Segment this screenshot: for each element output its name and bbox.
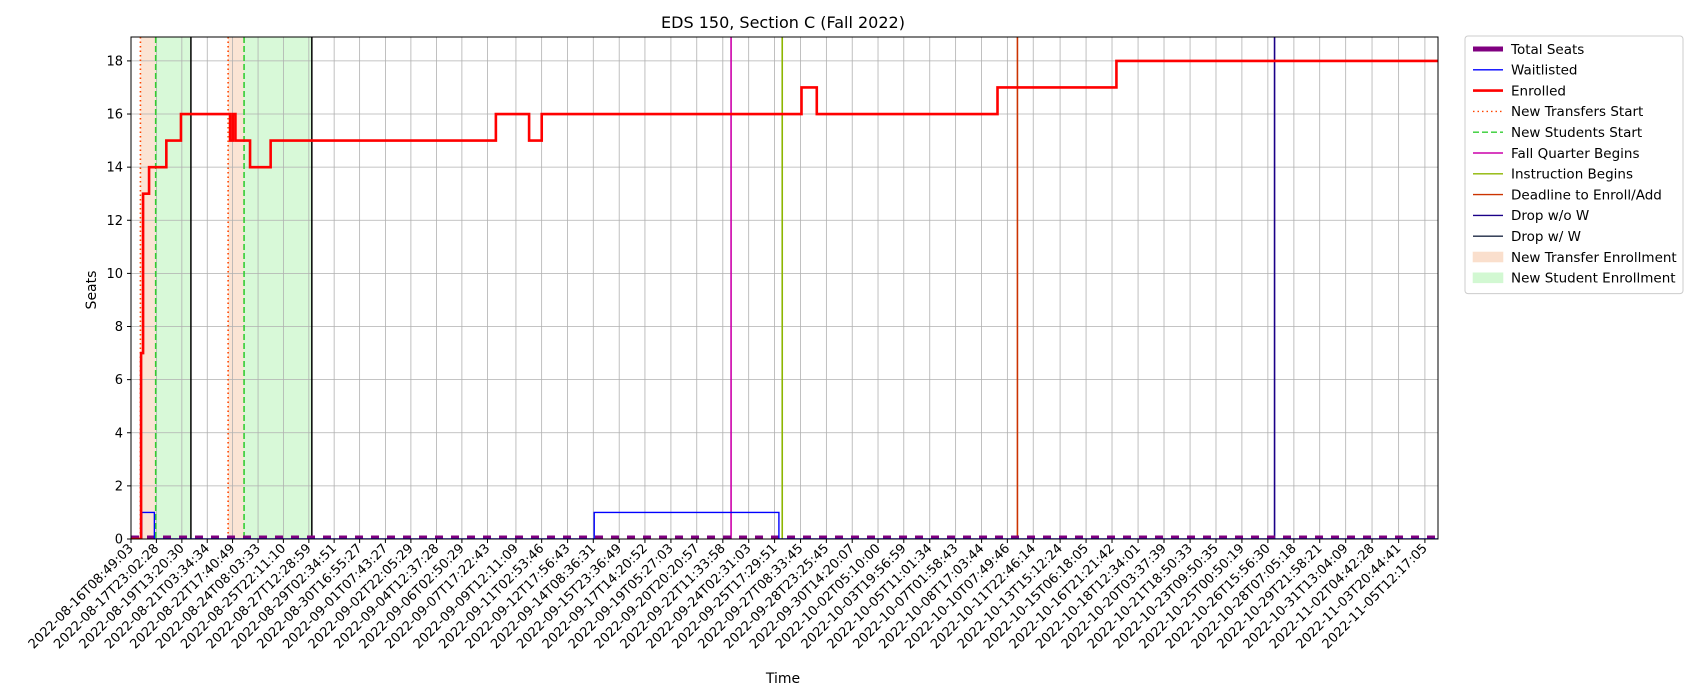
grid-lines bbox=[130, 37, 1438, 540]
y-tick-label: 16 bbox=[106, 108, 123, 123]
legend-entry-fall-quarter-begins: Fall Quarter Begins bbox=[1473, 146, 1640, 162]
shade-new-transfer-enrollment-0 bbox=[140, 37, 156, 539]
legend-label: Enrolled bbox=[1511, 83, 1566, 99]
legend-entry-new-transfer-enrollment: New Transfer Enrollment bbox=[1472, 250, 1677, 266]
legend-label: New Student Enrollment bbox=[1511, 271, 1676, 287]
shade-new-student-enrollment-1 bbox=[244, 37, 312, 539]
y-axis-label: Seats bbox=[84, 271, 100, 310]
legend-entry-instruction-begins: Instruction Begins bbox=[1473, 167, 1633, 183]
legend-entry-new-students-start: New Students Start bbox=[1473, 125, 1642, 141]
y-tick-label: 8 bbox=[115, 320, 123, 335]
legend-entry-new-transfers-start: New Transfers Start bbox=[1473, 104, 1643, 120]
series-enrolled bbox=[131, 59, 1438, 539]
y-tick-label: 10 bbox=[106, 267, 123, 282]
legend-label: New Students Start bbox=[1511, 125, 1642, 141]
y-tick-label: 0 bbox=[115, 533, 123, 548]
y-tick-label: 18 bbox=[106, 54, 123, 69]
legend-entry-waitlisted: Waitlisted bbox=[1473, 63, 1578, 79]
legend-label: Drop w/ W bbox=[1511, 229, 1581, 245]
legend-swatch bbox=[1472, 272, 1504, 284]
legend-label: Waitlisted bbox=[1511, 63, 1578, 79]
plot-frame bbox=[130, 36, 1439, 540]
legend-entry-total-seats: Total Seats bbox=[1473, 42, 1584, 58]
legend-entry-deadline-to-enroll-add: Deadline to Enroll/Add bbox=[1473, 187, 1662, 203]
y-tick-label: 12 bbox=[106, 214, 123, 229]
legend-frame bbox=[1464, 35, 1684, 295]
legend-label: Instruction Begins bbox=[1511, 167, 1633, 183]
x-tick-labels: 2022-08-16T08:49:032022-08-17T23:02:2820… bbox=[26, 539, 1431, 652]
legend-entry-enrolled: Enrolled bbox=[1473, 83, 1566, 99]
y-tick-label: 4 bbox=[115, 426, 123, 441]
legend-label: Fall Quarter Begins bbox=[1511, 146, 1640, 162]
shaded-regions bbox=[140, 37, 312, 539]
y-tick-label: 2 bbox=[115, 479, 123, 494]
legend: Total Seats Waitlisted Enrolled New Transfe… bbox=[1464, 35, 1684, 295]
axes bbox=[130, 36, 1439, 540]
shade-new-transfer-enrollment-1 bbox=[228, 37, 245, 539]
y-tick-labels: 0 2 4 6 8 10 12 14 16 18 bbox=[106, 54, 131, 548]
legend-label: New Transfers Start bbox=[1511, 104, 1643, 120]
legend-entry-drop-w-w: Drop w/ W bbox=[1473, 229, 1581, 245]
legend-entry-drop-w-o-w: Drop w/o W bbox=[1473, 208, 1589, 224]
y-tick-label: 6 bbox=[115, 373, 123, 388]
legend-label: Total Seats bbox=[1510, 42, 1584, 58]
series-lines bbox=[131, 59, 1438, 539]
legend-label: Drop w/o W bbox=[1511, 208, 1589, 224]
y-tick-label: 14 bbox=[106, 161, 123, 176]
shade-new-student-enrollment-0 bbox=[155, 37, 191, 539]
legend-label: New Transfer Enrollment bbox=[1511, 250, 1677, 266]
legend-label: Deadline to Enroll/Add bbox=[1511, 187, 1662, 203]
chart-title: EDS 150, Section C (Fall 2022) bbox=[661, 13, 905, 32]
vertical-markers bbox=[139, 37, 1276, 539]
x-axis-label: Time bbox=[765, 671, 800, 687]
legend-swatch bbox=[1472, 251, 1504, 263]
legend-entry-new-student-enrollment: New Student Enrollment bbox=[1472, 271, 1676, 287]
